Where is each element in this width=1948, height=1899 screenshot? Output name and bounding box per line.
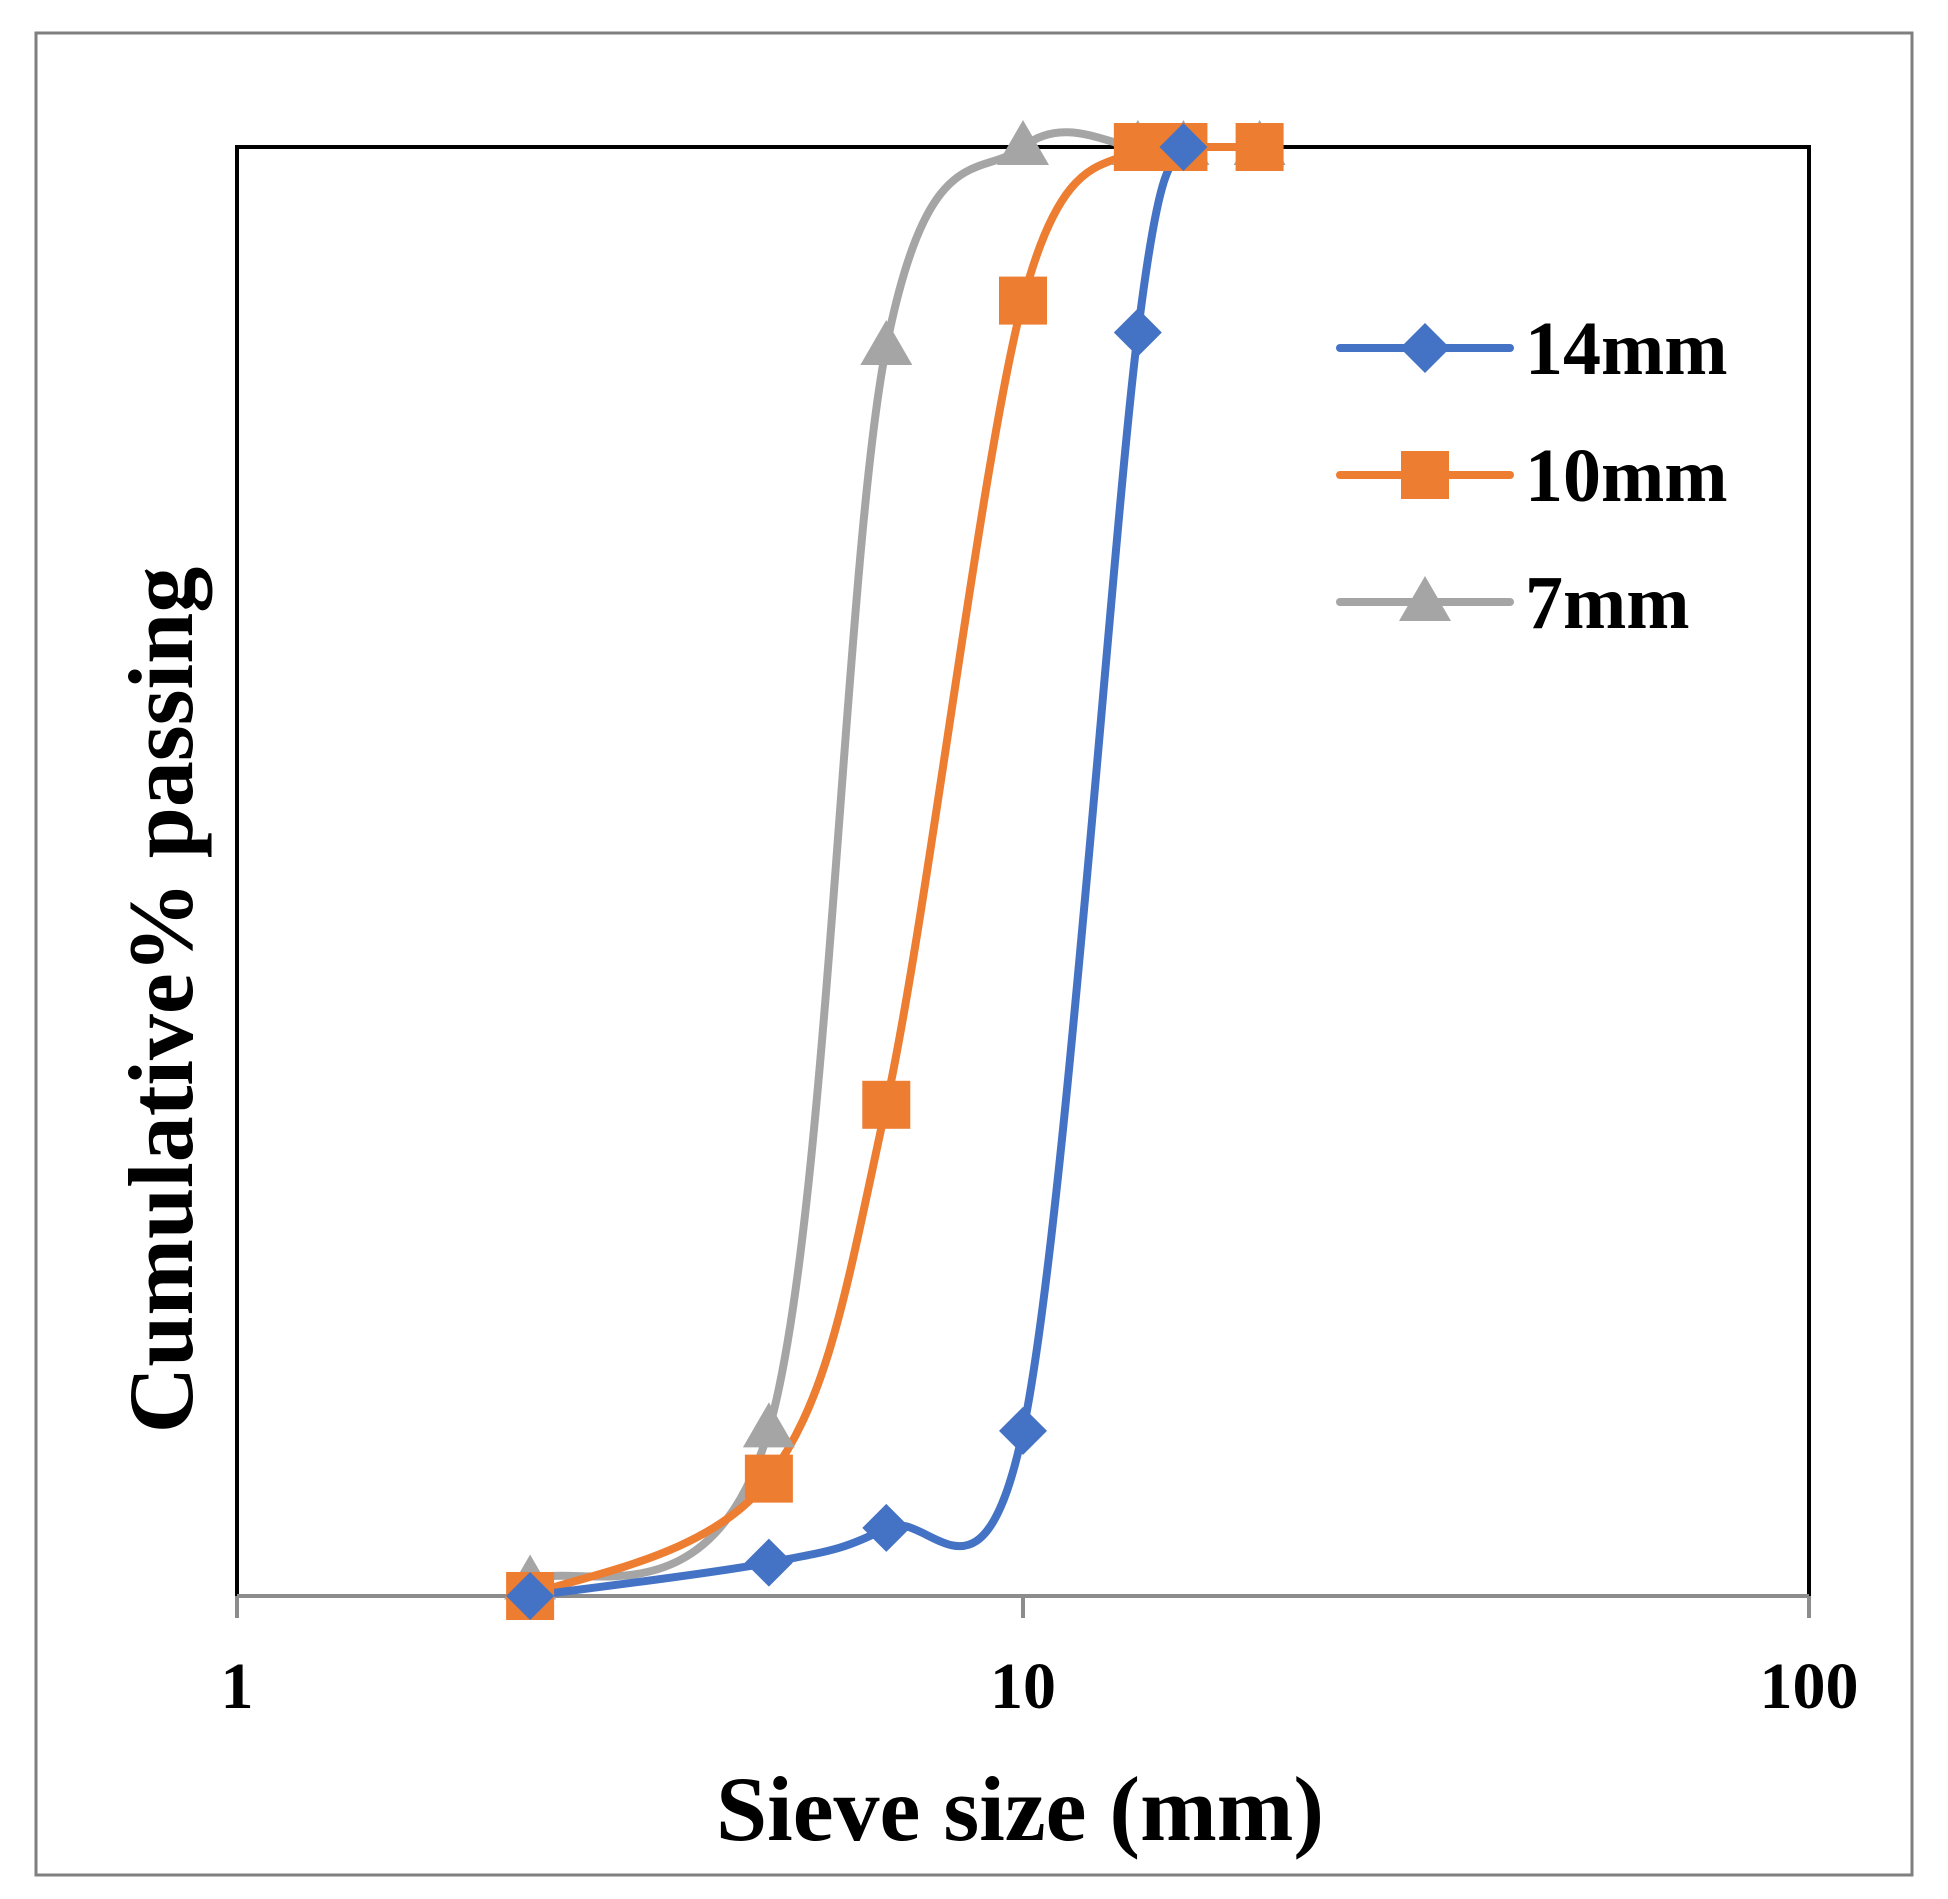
data-point-7mm-3 [997, 120, 1049, 165]
plot-area: 1 10 100 [221, 120, 1859, 1723]
data-point-10mm-4 [1113, 123, 1162, 171]
data-point-14mm-1 [744, 1538, 793, 1587]
x-tick-label-10: 10 [990, 1650, 1056, 1723]
data-point-10mm-3 [999, 276, 1047, 325]
data-point-7mm-2 [860, 319, 913, 365]
legend: 14mm 10mm 7mm [1336, 307, 1728, 645]
data-point-7mm-1 [742, 1402, 795, 1448]
data-point-14mm-5 [1159, 123, 1208, 171]
legend-label-10mm: 10mm [1525, 434, 1728, 518]
x-tick-label-1: 1 [221, 1650, 254, 1723]
data-point-10mm-1 [744, 1454, 793, 1503]
legend-item-10mm: 10mm [1336, 434, 1728, 518]
legend-marker-7mm [1399, 576, 1451, 621]
data-point-14mm-0 [506, 1572, 555, 1620]
data-point-14mm-3 [999, 1406, 1047, 1455]
legend-label-14mm: 14mm [1525, 307, 1728, 391]
data-point-14mm-4 [1113, 308, 1162, 357]
data-point-10mm-6 [1235, 123, 1284, 171]
x-tick-label-100: 100 [1760, 1650, 1859, 1723]
legend-marker-10mm [1401, 451, 1449, 499]
chart-border [34, 31, 1914, 1877]
legend-item-7mm: 7mm [1336, 561, 1690, 645]
data-point-14mm-2 [862, 1503, 911, 1552]
data-point-10mm-2 [862, 1080, 911, 1129]
legend-marker-14mm [1400, 323, 1450, 373]
legend-item-14mm: 14mm [1336, 307, 1728, 391]
x-axis-title: Sieve size (mm) [716, 1758, 1324, 1860]
legend-label-7mm: 7mm [1525, 561, 1690, 645]
y-axis-title: Cumulative% passing [110, 567, 212, 1434]
